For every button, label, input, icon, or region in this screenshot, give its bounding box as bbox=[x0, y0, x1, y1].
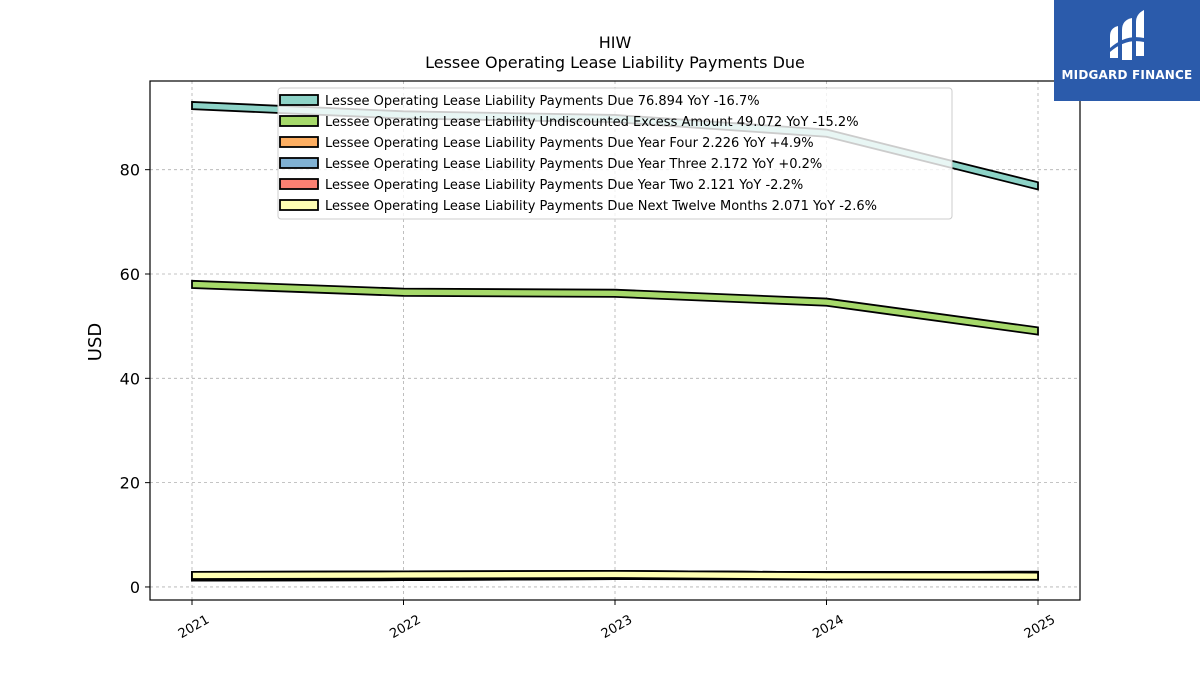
y-axis-label: USD bbox=[85, 323, 106, 361]
brand-logo: MIDGARD FINANCE bbox=[1054, 0, 1200, 101]
legend-swatch-0 bbox=[279, 94, 319, 106]
legend-box bbox=[277, 87, 953, 220]
legend-swatch-2 bbox=[279, 136, 319, 148]
series-band-small-5 bbox=[191, 569, 1039, 581]
legend-label-2: Lessee Operating Lease Liability Payment… bbox=[325, 136, 814, 151]
x-tick-label-2022: 2022 bbox=[387, 612, 423, 642]
x-tick-label-2021: 2021 bbox=[176, 612, 212, 642]
legend-swatch-1 bbox=[279, 115, 319, 127]
legend-label-4: Lessee Operating Lease Liability Payment… bbox=[325, 178, 803, 193]
y-tick-label-80: 80 bbox=[120, 161, 140, 180]
y-tick-label-20: 20 bbox=[120, 474, 140, 493]
x-tick-label-2023: 2023 bbox=[599, 612, 635, 642]
y-tick-label-0: 0 bbox=[130, 578, 140, 597]
logo-text: MIDGARD FINANCE bbox=[1061, 68, 1193, 82]
chart-subtitle: Lessee Operating Lease Liability Payment… bbox=[425, 53, 805, 72]
legend-swatch-3 bbox=[279, 157, 319, 169]
legend-label-0: Lessee Operating Lease Liability Payment… bbox=[325, 94, 760, 109]
chart-title: HIW bbox=[599, 33, 632, 52]
legend-label-5: Lessee Operating Lease Liability Payment… bbox=[325, 199, 877, 214]
x-tick-label-2024: 2024 bbox=[810, 612, 846, 642]
x-axis-ticks: 2021 2022 2023 2024 2025 bbox=[176, 600, 1058, 642]
legend-label-3: Lessee Operating Lease Liability Payment… bbox=[325, 157, 822, 172]
y-axis-ticks: 0 20 40 60 80 bbox=[120, 161, 150, 597]
logo-mark-icon bbox=[1110, 10, 1144, 60]
y-tick-label-60: 60 bbox=[120, 265, 140, 284]
legend-swatch-5 bbox=[279, 199, 319, 211]
legend-swatch-4 bbox=[279, 178, 319, 190]
x-tick-label-2025: 2025 bbox=[1022, 612, 1058, 642]
legend-label-1: Lessee Operating Lease Liability Undisco… bbox=[325, 115, 859, 130]
legend: Lessee Operating Lease Liability Payment… bbox=[277, 87, 953, 220]
y-tick-label-40: 40 bbox=[120, 369, 140, 388]
series-area-1 bbox=[191, 279, 1039, 336]
